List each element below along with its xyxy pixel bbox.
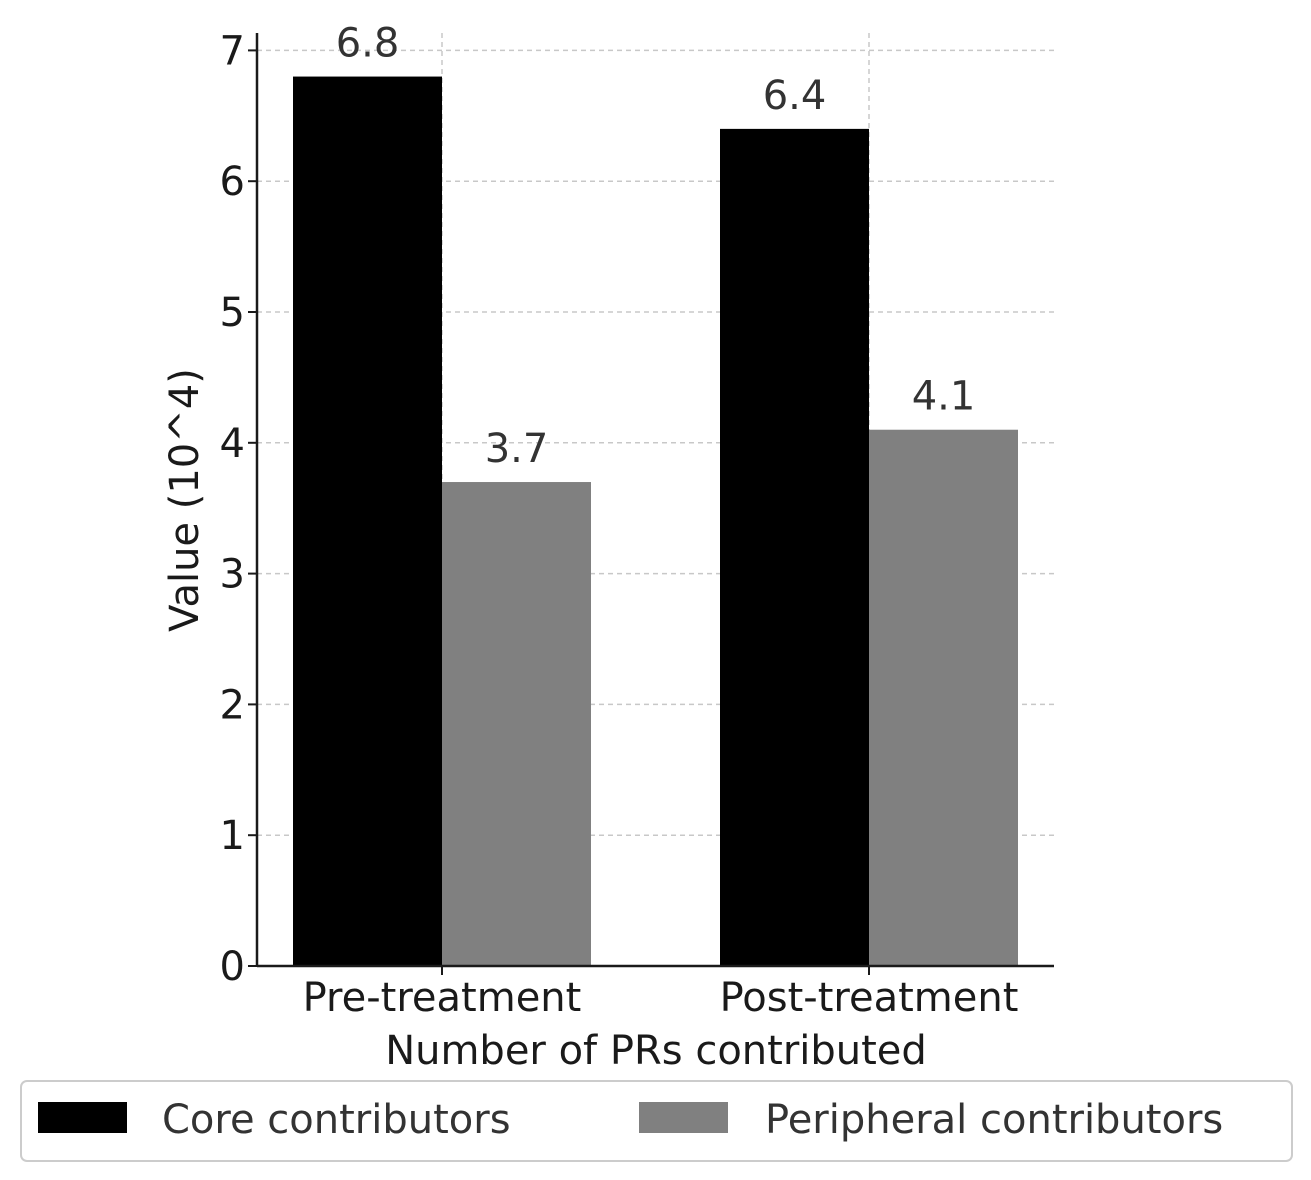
y-tick-label: 2 <box>220 682 245 728</box>
axes <box>248 33 1054 975</box>
bar-peripheral <box>869 429 1018 967</box>
y-axis-title: Value (10^4) <box>162 368 208 632</box>
y-tick-label: 7 <box>220 28 245 74</box>
bars <box>293 76 1018 967</box>
y-tick-label: 0 <box>220 944 245 990</box>
y-tick-label: 5 <box>220 290 245 336</box>
tick-labels: 0 1 2 3 4 5 6 7 Pre-treatment Post-treatment <box>220 28 1019 1021</box>
legend-swatch-core <box>38 1102 127 1133</box>
bar-value-label: 4.1 <box>912 374 976 420</box>
bar-peripheral <box>442 482 591 966</box>
bar-core <box>293 76 442 966</box>
legend: Core contributors Peripheral contributor… <box>20 1080 1293 1162</box>
bar-value-label: 3.7 <box>485 426 549 472</box>
legend-swatch-peripheral <box>639 1102 728 1133</box>
y-tick-label: 6 <box>220 159 245 205</box>
legend-label-core: Core contributors <box>162 1097 511 1143</box>
data-labels: 6.8 6.4 3.7 4.1 <box>336 21 976 472</box>
bar-core <box>720 128 869 966</box>
x-tick-label: Pre-treatment <box>303 975 582 1021</box>
y-tick-label: 4 <box>220 421 245 467</box>
x-axis-title: Number of PRs contributed <box>385 1028 927 1074</box>
legend-label-peripheral: Peripheral contributors <box>765 1097 1223 1143</box>
x-tick-label: Post-treatment <box>720 975 1019 1021</box>
bar-value-label: 6.4 <box>763 73 827 119</box>
y-tick-label: 3 <box>220 552 245 598</box>
y-tick-label: 1 <box>220 813 245 859</box>
bar-value-label: 6.8 <box>336 21 400 67</box>
